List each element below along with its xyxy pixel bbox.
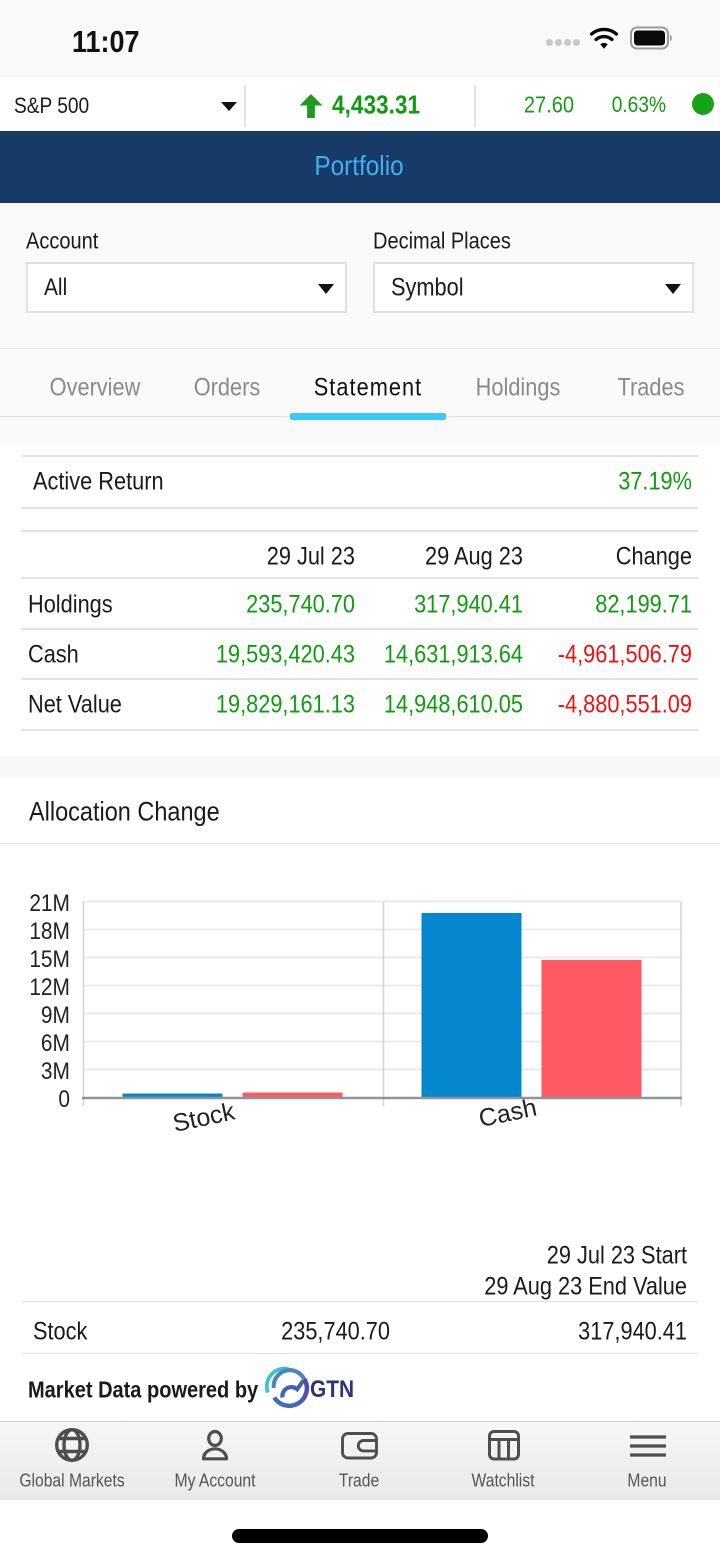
svg-text:Cash: Cash [476,1093,539,1133]
svg-text:3M: 3M [41,1058,70,1085]
svg-text:12M: 12M [29,974,70,1001]
svg-text:18M: 18M [29,918,70,945]
svg-text:Stock: Stock [170,1097,237,1137]
svg-text:0: 0 [58,1086,70,1113]
svg-text:15M: 15M [29,946,70,973]
svg-text:6M: 6M [41,1030,70,1057]
svg-text:21M: 21M [29,890,70,917]
svg-text:9M: 9M [41,1002,70,1029]
